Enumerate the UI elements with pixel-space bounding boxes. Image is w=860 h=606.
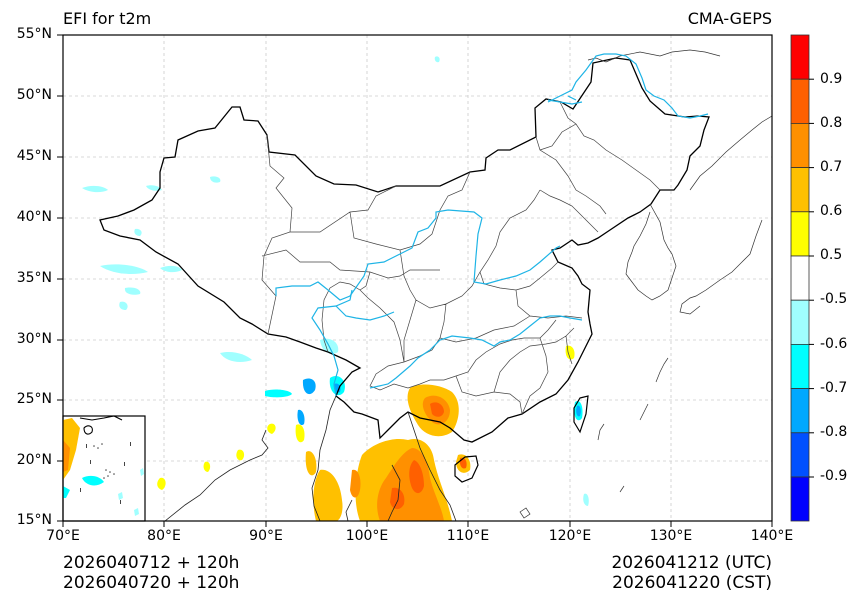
init-time-utc: 2026040712 + 120h [63, 553, 240, 573]
lon-label: 80°E [147, 528, 181, 544]
lat-label: 20°N [16, 452, 52, 468]
colorbar-label: 0.7 [820, 159, 843, 175]
colorbar-label: 0.5 [820, 247, 843, 263]
south-china-sea-inset [62, 415, 146, 522]
lon-label: 140°E [750, 528, 794, 544]
lon-label: 120°E [548, 528, 592, 544]
hainan-outline [454, 455, 479, 483]
lon-label: 100°E [345, 528, 389, 544]
lat-label: 30°N [16, 331, 52, 347]
lon-label: 70°E [46, 528, 80, 544]
warm-anomaly-shading [63, 345, 575, 521]
colorbar-label: -0.9 [820, 468, 848, 484]
valid-time-utc: 2026041212 (UTC) [611, 553, 772, 573]
init-time-block: 2026040712 + 120h 2026040720 + 120h [63, 553, 239, 593]
map-frame [62, 34, 773, 522]
axis-ticks [57, 34, 773, 527]
map-title: EFI for t2m [63, 9, 152, 28]
china-border [99, 57, 710, 443]
province-borders [261, 101, 661, 415]
rivers [275, 53, 709, 397]
se-asia-coast [164, 395, 457, 521]
colorbar-label: -0.7 [820, 380, 848, 396]
model-name: CMA-GEPS [687, 9, 772, 28]
neighbor-borders [519, 49, 772, 519]
lon-label: 130°E [649, 528, 693, 544]
colorbar [790, 34, 814, 522]
lat-label: 50°N [16, 87, 52, 103]
colorbar-label: 0.9 [820, 71, 843, 87]
valid-time-block: 2026041212 (UTC) 2026041220 (CST) [611, 553, 772, 593]
taiwan-outline [573, 395, 589, 434]
lat-label: 35°N [16, 270, 52, 286]
lon-label: 110°E [446, 528, 490, 544]
lat-label: 55°N [16, 26, 52, 42]
colorbar-label: 0.8 [820, 115, 843, 131]
lat-label: 25°N [16, 391, 52, 407]
lat-label: 15°N [16, 512, 52, 528]
init-time-cst: 2026040720 + 120h [63, 573, 240, 593]
lon-label: 90°E [249, 528, 283, 544]
lat-label: 45°N [16, 148, 52, 164]
valid-time-cst: 2026041220 (CST) [612, 573, 772, 593]
colorbar-label: -0.5 [820, 291, 848, 307]
colorbar-label: -0.6 [820, 336, 848, 352]
lat-label: 40°N [16, 209, 52, 225]
colorbar-label: 0.6 [820, 203, 843, 219]
colorbar-label: -0.8 [820, 424, 848, 440]
